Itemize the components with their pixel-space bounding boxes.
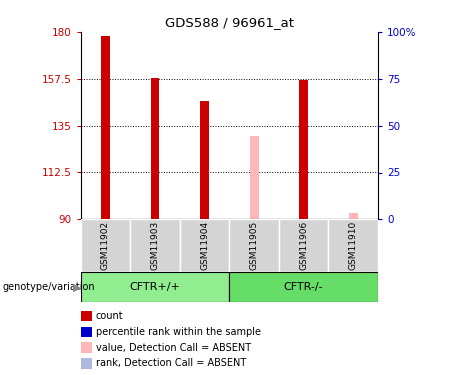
Text: percentile rank within the sample: percentile rank within the sample [96,327,261,337]
Bar [299,80,308,219]
Bar [250,136,259,219]
Bar [328,219,378,272]
Text: genotype/variation: genotype/variation [2,282,95,292]
Text: value, Detection Call = ABSENT: value, Detection Call = ABSENT [96,343,251,352]
Text: CFTR-/-: CFTR-/- [284,282,324,292]
Text: ▶: ▶ [73,282,81,292]
Text: GSM11905: GSM11905 [249,221,259,270]
Text: GSM11903: GSM11903 [150,221,160,270]
Title: GDS588 / 96961_at: GDS588 / 96961_at [165,16,294,29]
Text: GSM11904: GSM11904 [200,221,209,270]
Text: count: count [96,311,124,321]
Text: CFTR+/+: CFTR+/+ [130,282,180,292]
Bar [151,78,160,219]
Bar [349,213,358,219]
Text: rank, Detection Call = ABSENT: rank, Detection Call = ABSENT [96,358,246,368]
Text: GSM11906: GSM11906 [299,221,308,270]
Bar [229,272,378,302]
Bar [81,219,130,272]
Bar [101,36,110,219]
Text: GSM11910: GSM11910 [349,221,358,270]
Bar [229,219,279,272]
Text: GSM11902: GSM11902 [101,221,110,270]
Bar [130,219,180,272]
Bar [180,219,229,272]
Bar [200,100,209,219]
Bar [81,272,230,302]
Bar [279,219,328,272]
